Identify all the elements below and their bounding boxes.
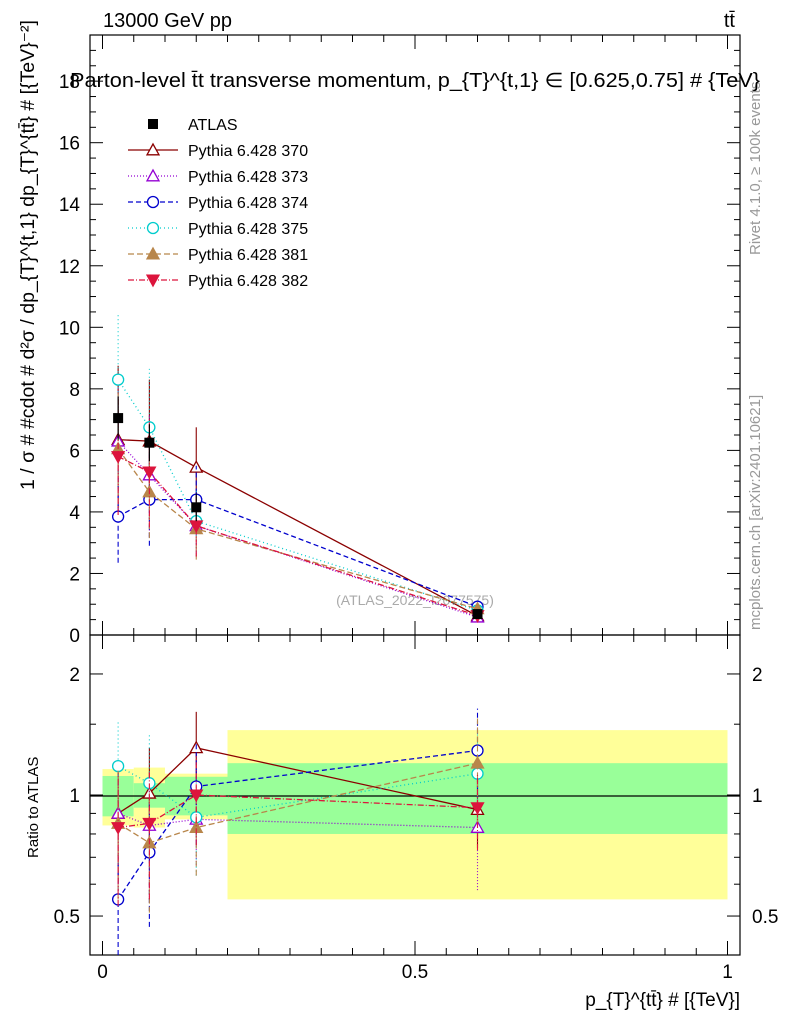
y-tick-label: 12 <box>59 257 80 278</box>
series-ratio-point <box>189 789 204 803</box>
legend-entry-0: Pythia 6.428 370 <box>128 142 308 160</box>
ratio-tick-label: 0.5 <box>54 907 80 928</box>
y-tick-label: 16 <box>59 134 80 155</box>
legend-marker <box>146 221 160 235</box>
series-ratio-point <box>470 755 485 769</box>
mcplots-label: mcplots.cern.ch [arXiv:2401.10621] <box>747 395 764 630</box>
ratio-tick-label-right: 0.5 <box>752 907 778 928</box>
legend-entry-atlas: ATLAS <box>148 117 238 134</box>
series-ratio-point <box>142 817 157 831</box>
ratio-tick-label-right: 2 <box>752 665 763 686</box>
legend-entry-2: Pythia 6.428 374 <box>128 195 308 212</box>
ratio-tick-label-right: 1 <box>752 786 763 807</box>
ratio-tick-label: 1 <box>69 786 80 807</box>
series-line <box>117 455 478 617</box>
series-ratio-point <box>111 759 125 773</box>
legend-entry-4: Pythia 6.428 381 <box>128 246 308 264</box>
atlas-point <box>191 502 202 513</box>
y-tick-label: 18 <box>59 72 80 93</box>
chart-title: Parton-level t̄t transverse momentum, p_… <box>70 70 760 92</box>
analysis-watermark: (ATLAS_2022_I2077575) <box>336 592 494 608</box>
x-axis-label: p_{T}^{tt̄} # [{TeV}] <box>585 990 740 1011</box>
series-line <box>117 448 478 610</box>
legend-marker <box>145 246 161 260</box>
legend-label: Pythia 6.428 370 <box>188 143 308 160</box>
x-tick-label: 1 <box>722 962 733 983</box>
atlas-point <box>472 609 483 620</box>
series-line <box>118 438 478 617</box>
legend-entry-1: Pythia 6.428 373 <box>128 168 308 186</box>
atlas-data <box>113 396 483 620</box>
legend-marker <box>145 274 161 288</box>
energy-label: 13000 GeV pp <box>103 10 232 32</box>
legend-marker <box>146 195 160 209</box>
series-ratio-line <box>117 747 478 814</box>
series-point <box>111 451 126 464</box>
series-ratio-line <box>118 794 478 829</box>
legend-marker <box>145 168 161 182</box>
series-line <box>117 440 478 618</box>
y-tick-label: 8 <box>69 380 80 401</box>
series-ratio-line <box>117 812 478 829</box>
legend-label: Pythia 6.428 373 <box>188 169 308 186</box>
atlas-point <box>113 413 124 424</box>
legend-label: Pythia 6.428 375 <box>188 221 308 238</box>
y-tick-label: 0 <box>69 626 80 647</box>
series-point <box>111 373 125 386</box>
process-label: tt̄ <box>724 10 736 32</box>
rivet-label: Rivet 4.1.0, ≥ 100k events <box>747 82 764 255</box>
y-tick-label: 10 <box>59 318 80 339</box>
series-ratio-line <box>117 762 478 844</box>
data-marks <box>111 315 485 955</box>
y-tick-label: 4 <box>69 503 80 524</box>
legend-entry-3: Pythia 6.428 375 <box>128 221 308 238</box>
y-axis-label: 1 / σ # #cdot # d²σ / dp_{T}^{t,1} dp_{T… <box>18 20 39 490</box>
y-tick-label: 6 <box>69 441 80 462</box>
legend-entry-5: Pythia 6.428 382 <box>128 273 308 290</box>
series-point <box>142 466 157 480</box>
x-tick-label: 0 <box>97 962 108 983</box>
ratio-axis-label: Ratio to ATLAS <box>25 757 42 858</box>
legend: ATLAS Pythia 6.428 370 Pythia 6.428 373 Pyt… <box>128 117 308 290</box>
series-ratio-point <box>470 802 485 816</box>
y-tick-label: 14 <box>59 195 81 216</box>
legend-label: Pythia 6.428 382 <box>188 273 308 290</box>
legend-label: ATLAS <box>188 117 238 134</box>
legend-label: Pythia 6.428 374 <box>188 195 308 212</box>
series-ratio-line <box>117 765 478 819</box>
series-ratio-line <box>117 749 478 900</box>
legend-marker <box>148 119 158 129</box>
series-line <box>117 379 478 612</box>
legend-label: Pythia 6.428 381 <box>188 247 308 264</box>
atlas-point <box>144 437 155 448</box>
x-tick-label: 0.5 <box>402 962 428 983</box>
ratio-tick-label: 2 <box>69 665 80 686</box>
series-ratio-point <box>111 822 126 835</box>
y-tick-label: 2 <box>69 564 80 585</box>
legend-marker <box>145 142 161 156</box>
